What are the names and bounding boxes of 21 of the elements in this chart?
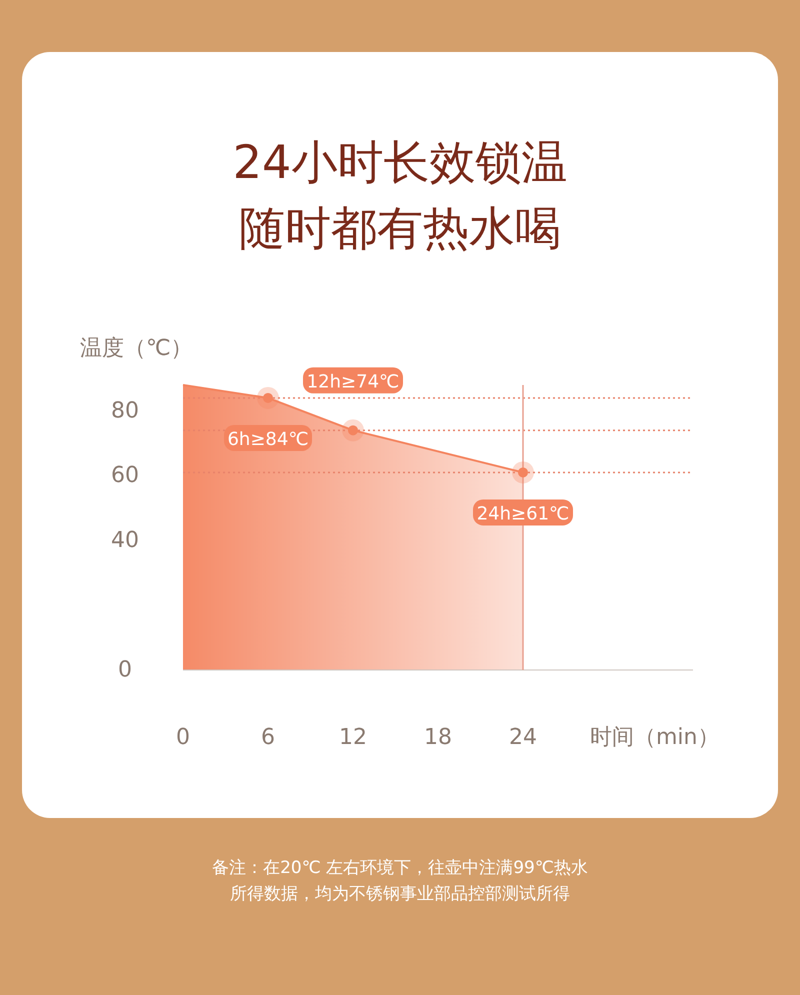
data-label: 24h≥61℃ — [476, 503, 570, 524]
x-tick-label: 24 — [509, 725, 537, 750]
data-label: 6h≥84℃ — [227, 428, 309, 450]
x-tick-label: 0 — [176, 725, 190, 750]
y-tick-label: 0 — [118, 658, 132, 682]
x-tick-label: 6 — [261, 725, 275, 750]
point — [342, 419, 364, 442]
text: 备注：在20℃ 左右环境下，往壶中注满99℃热水 — [212, 858, 588, 878]
y-axis-title: 温度（℃） — [80, 336, 193, 361]
y-tick-label: 80 — [111, 398, 139, 424]
y-tick-label: 60 — [111, 463, 139, 488]
y-tick-label: 40 — [111, 528, 139, 553]
point — [257, 386, 279, 409]
data-label: 12h≥74℃ — [306, 371, 400, 392]
chart-subtitle: 随时都有热水喝 — [239, 201, 561, 255]
x-tick-label: 12 — [339, 725, 367, 750]
text: 所得数据，均为不锈钢事业部品控部测试所得 — [230, 884, 570, 904]
chart-title: 24小时长效锁温 — [232, 135, 568, 189]
x-tick-label: 18 — [424, 725, 452, 750]
x-axis-title: 时间（min） — [590, 725, 720, 750]
point — [512, 461, 534, 484]
